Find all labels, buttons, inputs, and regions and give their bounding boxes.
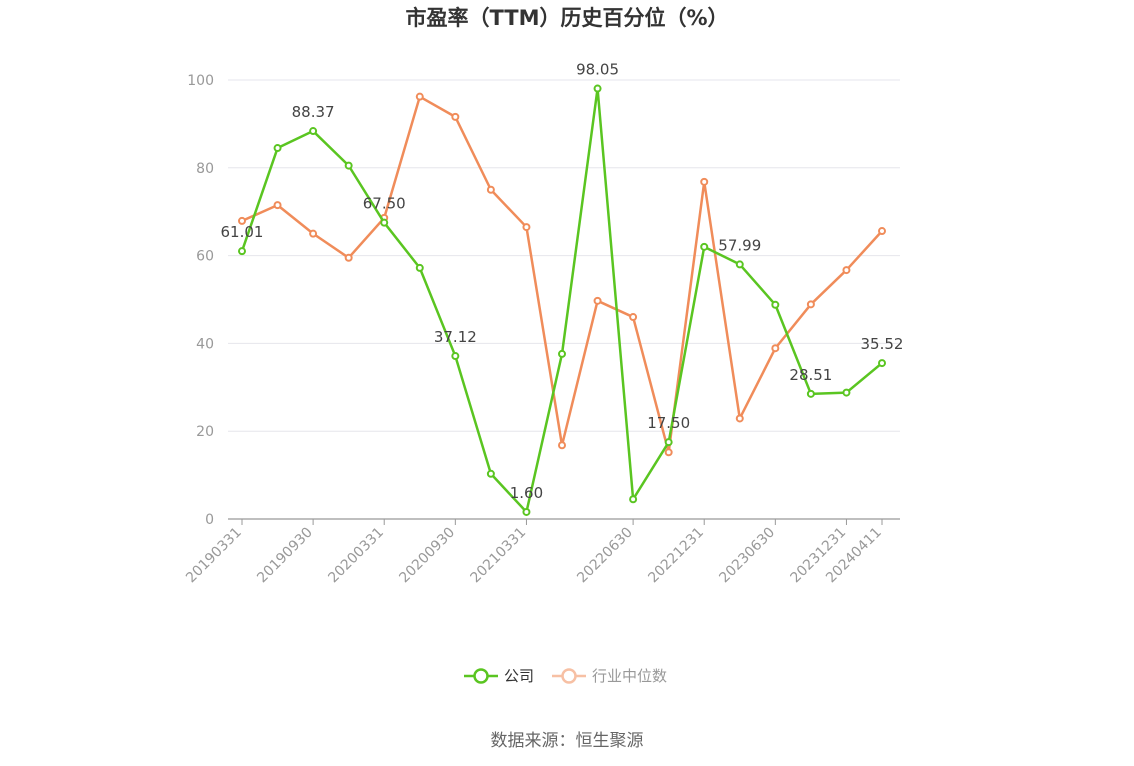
legend-label-company[interactable]: 公司 [504, 667, 534, 685]
data-point-1[interactable] [558, 441, 566, 450]
data-label: 37.12 [434, 328, 477, 346]
data-point-1[interactable] [629, 313, 638, 322]
data-label: 17.50 [647, 414, 690, 432]
y-tick-label: 80 [196, 161, 214, 177]
data-label: 28.51 [789, 366, 832, 384]
data-point-0[interactable] [593, 84, 602, 93]
data-point-0[interactable] [806, 389, 815, 398]
x-tick-label: 20200930 [396, 525, 458, 587]
y-axis: 0 20 40 60 80 100 [187, 73, 214, 528]
data-point-1[interactable] [238, 216, 246, 225]
data-point-0[interactable] [486, 469, 495, 478]
data-point-1[interactable] [842, 266, 851, 275]
data-label: 67.50 [363, 195, 406, 213]
data-point-1[interactable] [735, 414, 744, 423]
data-point-1[interactable] [451, 112, 460, 121]
data-point-1[interactable] [273, 201, 282, 210]
grid-lines [228, 79, 900, 432]
data-point-0[interactable] [629, 495, 638, 504]
data-point-0[interactable] [415, 263, 424, 272]
y-tick-label: 100 [187, 73, 214, 89]
data-point-1[interactable] [806, 300, 815, 309]
x-tick-label: 20221231 [645, 525, 707, 587]
legend-marker-industry [561, 668, 577, 684]
data-point-0[interactable] [735, 260, 744, 269]
y-tick-label: 40 [196, 336, 214, 352]
series-layer [238, 84, 886, 516]
data-labels: 61.01 88.37 67.50 37.12 1.60 98.05 17.50 57.99 2… [221, 61, 904, 502]
x-tick-label: 20230630 [716, 525, 778, 587]
data-point-0[interactable] [771, 300, 780, 309]
data-label: 61.01 [221, 223, 264, 241]
data-point-0[interactable] [451, 352, 460, 361]
data-point-0[interactable] [522, 507, 531, 516]
x-tick-label: 20190930 [254, 525, 316, 587]
x-tick-label: 20210331 [468, 525, 530, 587]
data-point-0[interactable] [238, 247, 246, 256]
chart-title: 市盈率（TTM）历史百分位（%） [405, 6, 728, 30]
data-point-0[interactable] [700, 242, 709, 251]
data-point-0[interactable] [273, 144, 282, 153]
x-tick-label: 20190331 [183, 525, 245, 587]
data-point-1[interactable] [415, 92, 424, 101]
data-point-1[interactable] [344, 253, 353, 262]
legend[interactable]: 公司 行业中位数 [464, 667, 667, 685]
data-label: 35.52 [861, 335, 904, 353]
data-point-0[interactable] [878, 359, 886, 368]
x-axis: 20190331 20190930 20200331 20200930 20210331… [183, 518, 900, 587]
data-point-1[interactable] [664, 448, 673, 457]
x-tick-label: 20200331 [325, 525, 387, 587]
series-line-1 [241, 95, 883, 454]
data-point-1[interactable] [486, 185, 495, 194]
data-label: 98.05 [576, 61, 619, 79]
data-point-1[interactable] [700, 177, 709, 186]
data-label: 57.99 [718, 236, 761, 254]
data-source: 数据来源：恒生聚源 [491, 731, 644, 751]
data-point-1[interactable] [309, 229, 318, 238]
legend-label-industry[interactable]: 行业中位数 [592, 667, 667, 685]
data-label: 88.37 [292, 103, 335, 121]
data-point-0[interactable] [558, 349, 566, 358]
x-tick-label: 20220630 [574, 525, 636, 587]
y-tick-label: 60 [196, 249, 214, 265]
y-tick-label: 20 [196, 424, 214, 440]
data-point-0[interactable] [842, 388, 851, 397]
data-point-0[interactable] [344, 161, 353, 170]
data-point-1[interactable] [771, 344, 780, 353]
data-point-1[interactable] [593, 296, 602, 305]
legend-marker-company [473, 668, 489, 684]
data-point-1[interactable] [522, 223, 531, 232]
data-point-1[interactable] [878, 227, 886, 236]
data-point-0[interactable] [380, 218, 389, 227]
data-point-0[interactable] [664, 438, 673, 447]
y-tick-label: 0 [205, 512, 214, 528]
data-label: 1.60 [510, 484, 543, 502]
data-point-0[interactable] [309, 127, 318, 136]
